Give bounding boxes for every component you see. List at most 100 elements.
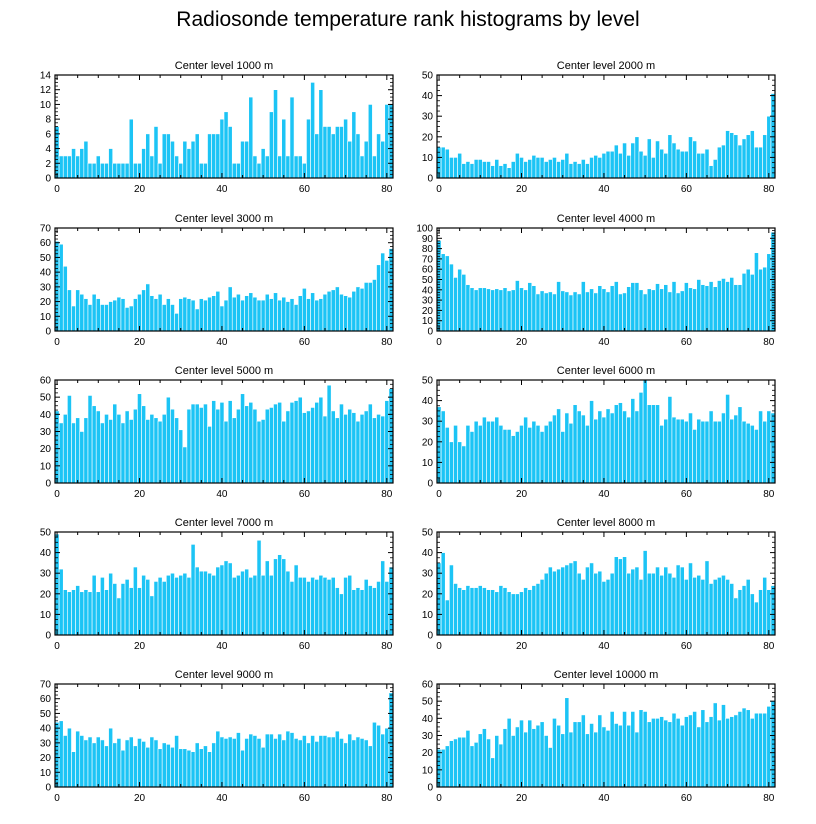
bar	[264, 155, 270, 179]
bar	[174, 313, 179, 332]
bar	[116, 296, 122, 332]
bar	[745, 709, 751, 788]
bar	[539, 721, 545, 788]
bar	[469, 587, 475, 636]
bar	[190, 751, 196, 788]
bar	[597, 714, 603, 788]
y-tick-label: 10	[422, 458, 434, 469]
bar	[515, 152, 520, 179]
bar	[758, 410, 763, 484]
bar	[712, 159, 718, 179]
bar	[281, 739, 287, 788]
bar	[634, 282, 640, 332]
bar	[314, 741, 320, 788]
bar	[372, 155, 377, 179]
bar	[725, 579, 730, 636]
bar	[306, 410, 311, 484]
bar	[749, 130, 755, 179]
bar	[684, 579, 689, 636]
bar	[203, 299, 208, 332]
bar	[244, 140, 250, 179]
bar	[646, 721, 652, 788]
bar	[486, 420, 491, 484]
bar	[700, 152, 706, 179]
bar	[256, 539, 262, 636]
bar	[384, 400, 390, 484]
bar	[174, 735, 179, 788]
y-tick-label: 30	[40, 569, 52, 580]
bar	[568, 422, 574, 484]
bar	[547, 159, 553, 179]
y-tick-label: 30	[422, 731, 434, 742]
bar	[527, 589, 533, 636]
bar	[198, 748, 204, 788]
bar	[465, 425, 471, 484]
bar	[91, 162, 97, 179]
bar	[469, 431, 475, 484]
y-tick-label: 40	[422, 714, 434, 725]
bar	[108, 148, 114, 179]
bar	[712, 579, 718, 636]
bar	[725, 718, 730, 788]
bar	[465, 585, 471, 636]
y-tick-label: 0	[427, 631, 433, 642]
bar	[285, 570, 291, 636]
y-tick-label: 8	[45, 115, 51, 126]
bar	[310, 292, 315, 332]
bar	[165, 744, 171, 788]
bar	[367, 104, 373, 179]
bar	[62, 735, 68, 788]
bar	[634, 731, 640, 788]
bar	[543, 735, 549, 788]
bar	[469, 745, 475, 788]
y-tick-label: 20	[40, 297, 52, 308]
bar	[91, 405, 97, 484]
bar	[211, 742, 217, 788]
bar	[83, 739, 89, 788]
bar	[112, 742, 118, 788]
bar	[248, 402, 254, 484]
bar	[79, 735, 85, 788]
bar	[630, 711, 636, 788]
bar	[461, 274, 467, 332]
bar	[62, 414, 68, 484]
bar	[634, 410, 640, 484]
bar	[762, 266, 768, 332]
bar	[663, 418, 669, 484]
bar	[766, 410, 772, 484]
bar	[256, 738, 262, 788]
bar	[244, 405, 250, 484]
bar	[721, 704, 726, 788]
bar	[667, 134, 673, 179]
bar	[490, 589, 496, 636]
bar	[626, 286, 632, 332]
bar	[306, 298, 311, 332]
y-tick-label: 60	[40, 238, 52, 249]
y-tick-label: 20	[422, 589, 434, 600]
bar	[339, 403, 344, 484]
bar	[510, 161, 516, 179]
bar	[510, 435, 516, 484]
bar	[721, 412, 726, 484]
bar	[104, 414, 109, 484]
bar	[490, 165, 496, 179]
bar	[376, 724, 381, 788]
y-tick-label: 80	[422, 244, 434, 255]
bar	[593, 418, 599, 484]
bar	[207, 133, 212, 179]
x-tick-label: 20	[134, 489, 146, 500]
bar	[692, 577, 697, 636]
y-tick-label: 50	[422, 71, 434, 82]
bar	[642, 711, 648, 788]
bar	[593, 731, 599, 788]
bar	[363, 140, 369, 179]
bar	[655, 140, 660, 179]
bar	[749, 274, 755, 332]
bar	[223, 299, 229, 332]
bar	[347, 296, 353, 332]
bar	[515, 431, 520, 484]
bar	[256, 420, 262, 484]
bar	[289, 96, 295, 179]
bar	[622, 556, 627, 636]
bar	[153, 417, 159, 484]
